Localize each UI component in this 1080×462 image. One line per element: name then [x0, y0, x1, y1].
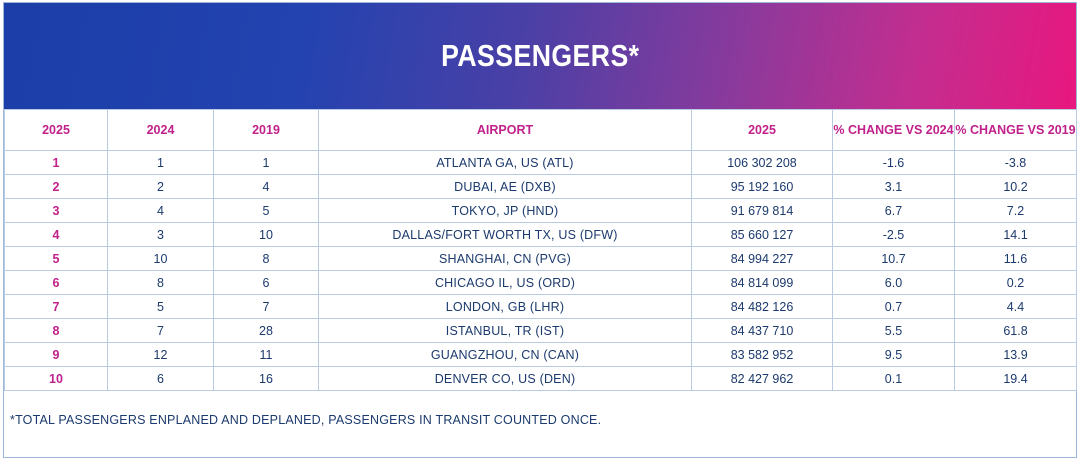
change-vs-2024-cell: -2.5 — [832, 222, 955, 247]
change-vs-2019-cell: 61.8 — [954, 318, 1077, 343]
rank-2025-cell: 5 — [4, 246, 108, 271]
change-vs-2024-cell: 5.5 — [832, 318, 955, 343]
passengers-2025-cell: 84 994 227 — [691, 246, 833, 271]
rank-2019-cell: 1 — [213, 150, 319, 175]
passengers-2025-cell: 85 660 127 — [691, 222, 833, 247]
passengers-panel: PASSENGERS* 2025 2024 2019 AIRPORT 2025 … — [3, 2, 1077, 458]
rank-2025-cell: 3 — [4, 198, 108, 223]
change-vs-2019-cell: 4.4 — [954, 294, 1077, 319]
airport-cell: DUBAI, AE (DXB) — [318, 174, 692, 199]
rank-2019-cell: 8 — [213, 246, 319, 271]
airport-cell: ATLANTA GA, US (ATL) — [318, 150, 692, 175]
header-change-vs-2019: % CHANGE VS 2019 — [954, 109, 1077, 151]
airport-cell: GUANGZHOU, CN (CAN) — [318, 342, 692, 367]
rank-2024-cell: 3 — [107, 222, 214, 247]
change-vs-2019-cell: 10.2 — [954, 174, 1077, 199]
change-vs-2024-cell: 6.7 — [832, 198, 955, 223]
change-vs-2024-cell: 10.7 — [832, 246, 955, 271]
change-vs-2019-cell: 0.2 — [954, 270, 1077, 295]
rank-2019-cell: 11 — [213, 342, 319, 367]
header-passengers-2025: 2025 — [691, 109, 833, 151]
header-rank-2025: 2025 — [4, 109, 108, 151]
airport-cell: TOKYO, JP (HND) — [318, 198, 692, 223]
change-vs-2019-cell: 11.6 — [954, 246, 1077, 271]
table-row: 3 4 5 TOKYO, JP (HND) 91 679 814 6.7 7.2 — [4, 198, 1077, 223]
passengers-2025-cell: 83 582 952 — [691, 342, 833, 367]
rank-2024-cell: 12 — [107, 342, 214, 367]
header-rank-2024: 2024 — [107, 109, 214, 151]
airport-cell: CHICAGO IL, US (ORD) — [318, 270, 692, 295]
table-header-row: 2025 2024 2019 AIRPORT 2025 % CHANGE VS … — [4, 109, 1077, 151]
rank-2025-cell: 1 — [4, 150, 108, 175]
rank-2019-cell: 5 — [213, 198, 319, 223]
rank-2025-cell: 10 — [4, 366, 108, 391]
rank-2024-cell: 1 — [107, 150, 214, 175]
passengers-2025-cell: 95 192 160 — [691, 174, 833, 199]
rank-2025-cell: 6 — [4, 270, 108, 295]
change-vs-2019-cell: 13.9 — [954, 342, 1077, 367]
header-rank-2019: 2019 — [213, 109, 319, 151]
change-vs-2024-cell: 0.1 — [832, 366, 955, 391]
passengers-2025-cell: 84 482 126 — [691, 294, 833, 319]
airport-cell: DENVER CO, US (DEN) — [318, 366, 692, 391]
rank-2024-cell: 5 — [107, 294, 214, 319]
rank-2024-cell: 8 — [107, 270, 214, 295]
rank-2024-cell: 7 — [107, 318, 214, 343]
change-vs-2024-cell: 9.5 — [832, 342, 955, 367]
airport-cell: LONDON, GB (LHR) — [318, 294, 692, 319]
table-row: 10 6 16 DENVER CO, US (DEN) 82 427 962 0.1 19.… — [4, 366, 1077, 391]
table-row: 1 1 1 ATLANTA GA, US (ATL) 106 302 208 -1.6 -3… — [4, 150, 1077, 175]
passengers-2025-cell: 91 679 814 — [691, 198, 833, 223]
table-body: 1 1 1 ATLANTA GA, US (ATL) 106 302 208 -1.6 -3… — [4, 150, 1077, 391]
rank-2024-cell: 6 — [107, 366, 214, 391]
rank-2019-cell: 6 — [213, 270, 319, 295]
passengers-2025-cell: 82 427 962 — [691, 366, 833, 391]
table-row: 5 10 8 SHANGHAI, CN (PVG) 84 994 227 10.7 11.6 — [4, 246, 1077, 271]
passengers-2025-cell: 106 302 208 — [691, 150, 833, 175]
change-vs-2019-cell: 14.1 — [954, 222, 1077, 247]
airport-cell: SHANGHAI, CN (PVG) — [318, 246, 692, 271]
change-vs-2024-cell: 3.1 — [832, 174, 955, 199]
rank-2019-cell: 7 — [213, 294, 319, 319]
airport-cell: ISTANBUL, TR (IST) — [318, 318, 692, 343]
airport-ranking-table: 2025 2024 2019 AIRPORT 2025 % CHANGE VS … — [4, 109, 1077, 391]
page-title: PASSENGERS* — [440, 38, 640, 73]
table-row: 4 3 10 DALLAS/FORT WORTH TX, US (DFW) 85 660… — [4, 222, 1077, 247]
footnote: *TOTAL PASSENGERS ENPLANED AND DEPLANED,… — [10, 413, 602, 427]
change-vs-2024-cell: 0.7 — [832, 294, 955, 319]
title-banner: PASSENGERS* — [4, 3, 1076, 109]
change-vs-2019-cell: -3.8 — [954, 150, 1077, 175]
change-vs-2019-cell: 7.2 — [954, 198, 1077, 223]
airport-cell: DALLAS/FORT WORTH TX, US (DFW) — [318, 222, 692, 247]
rank-2024-cell: 4 — [107, 198, 214, 223]
change-vs-2019-cell: 19.4 — [954, 366, 1077, 391]
rank-2019-cell: 10 — [213, 222, 319, 247]
rank-2025-cell: 9 — [4, 342, 108, 367]
header-change-vs-2024: % CHANGE VS 2024 — [832, 109, 955, 151]
change-vs-2024-cell: -1.6 — [832, 150, 955, 175]
rank-2025-cell: 2 — [4, 174, 108, 199]
header-airport: AIRPORT — [318, 109, 692, 151]
rank-2025-cell: 7 — [4, 294, 108, 319]
rank-2019-cell: 16 — [213, 366, 319, 391]
passengers-2025-cell: 84 437 710 — [691, 318, 833, 343]
change-vs-2024-cell: 6.0 — [832, 270, 955, 295]
table-row: 6 8 6 CHICAGO IL, US (ORD) 84 814 099 6.0 0.2 — [4, 270, 1077, 295]
table-row: 9 12 11 GUANGZHOU, CN (CAN) 83 582 952 9.5 13.… — [4, 342, 1077, 367]
rank-2025-cell: 8 — [4, 318, 108, 343]
rank-2019-cell: 4 — [213, 174, 319, 199]
rank-2025-cell: 4 — [4, 222, 108, 247]
table-row: 2 2 4 DUBAI, AE (DXB) 95 192 160 3.1 10.2 — [4, 174, 1077, 199]
table-row: 7 5 7 LONDON, GB (LHR) 84 482 126 0.7 4.4 — [4, 294, 1077, 319]
rank-2024-cell: 2 — [107, 174, 214, 199]
rank-2024-cell: 10 — [107, 246, 214, 271]
table-row: 8 7 28 ISTANBUL, TR (IST) 84 437 710 5.5 61.8 — [4, 318, 1077, 343]
passengers-2025-cell: 84 814 099 — [691, 270, 833, 295]
rank-2019-cell: 28 — [213, 318, 319, 343]
